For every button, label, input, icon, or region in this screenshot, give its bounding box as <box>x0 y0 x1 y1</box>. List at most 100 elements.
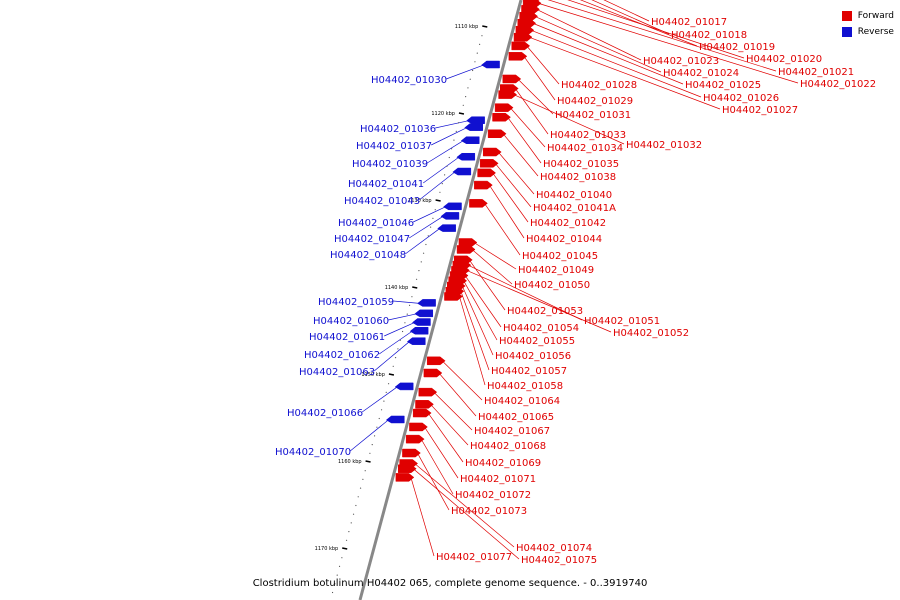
gene-label-H04402_01021: H04402_01021 <box>778 67 854 78</box>
minor-tick <box>364 470 366 472</box>
minor-tick <box>380 409 383 411</box>
gene-label-H04402_01043: H04402_01043 <box>344 196 420 207</box>
minor-tick <box>397 348 399 350</box>
gene-label-H04402_01019: H04402_01019 <box>699 42 775 53</box>
gene-label-H04402_01056: H04402_01056 <box>495 351 571 362</box>
gene-label-H04402_01062: H04402_01062 <box>304 350 380 361</box>
connector-H04402_01065 <box>438 372 477 417</box>
gene-H04402_01069 <box>412 408 432 418</box>
minor-tick <box>453 139 455 141</box>
connector-H04402_01051 <box>467 264 583 321</box>
gene-H04402_01036 <box>466 116 485 124</box>
connector-H04402_01034 <box>509 107 546 148</box>
gene-H04402_01065 <box>423 368 443 378</box>
minor-tick <box>387 383 390 385</box>
minor-tick <box>362 478 364 480</box>
gene-H04402_01044 <box>474 180 493 190</box>
gene-H04402_01070 <box>385 415 405 424</box>
gene-label-H04402_01051: H04402_01051 <box>584 316 660 327</box>
minor-tick <box>376 426 378 428</box>
gene-label-H04402_01055: H04402_01055 <box>499 336 575 347</box>
gene-H04402_01045 <box>469 199 488 208</box>
connector-H04402_01027 <box>528 36 721 110</box>
gene-label-H04402_01077: H04402_01077 <box>436 552 512 563</box>
minor-tick <box>341 557 343 559</box>
gene-H04402_01026 <box>515 25 535 35</box>
minor-tick <box>420 261 422 263</box>
gene-H04402_01031 <box>502 74 522 84</box>
gene-label-H04402_01072: H04402_01072 <box>455 490 531 501</box>
minor-tick <box>399 339 401 341</box>
gene-label-H04402_01039: H04402_01039 <box>352 159 428 170</box>
minor-tick <box>418 270 420 272</box>
connector-H04402_01045 <box>484 203 521 256</box>
connector-H04402_01020 <box>567 0 745 59</box>
connector-H04402_01056 <box>461 285 494 356</box>
gene-label-H04402_01071: H04402_01071 <box>460 474 536 485</box>
gene-label-H04402_01025: H04402_01025 <box>685 80 761 91</box>
connector-H04402_01026 <box>530 29 702 98</box>
connector-H04402_01046 <box>413 206 446 223</box>
tick-label-1: 1120 kbp <box>431 111 455 117</box>
gene-label-H04402_01033: H04402_01033 <box>550 130 626 141</box>
gene-label-H04402_01058: H04402_01058 <box>487 381 563 392</box>
connector-H04402_01070 <box>349 419 389 452</box>
connector-H04402_01035 <box>507 117 542 164</box>
connector-H04402_01029 <box>523 56 556 101</box>
gene-label-H04402_01069: H04402_01069 <box>465 458 541 469</box>
gene-label-H04402_01064: H04402_01064 <box>484 396 560 407</box>
connector-H04402_01041A <box>494 163 532 208</box>
gene-H04402_01068 <box>415 400 434 409</box>
gene-label-H04402_01050: H04402_01050 <box>514 280 590 291</box>
tick-label-3: 1140 kbp <box>385 285 409 291</box>
minor-tick <box>392 365 394 367</box>
gene-label-H04402_01065: H04402_01065 <box>478 412 554 423</box>
minor-tick <box>476 52 478 54</box>
gene-label-H04402_01027: H04402_01027 <box>722 105 798 116</box>
minor-tick <box>455 130 457 132</box>
minor-tick <box>369 452 371 454</box>
minor-tick <box>408 304 411 306</box>
gene-label-H04402_01046: H04402_01046 <box>338 218 414 229</box>
gene-label-H04402_01022: H04402_01022 <box>800 79 876 90</box>
gene-H04402_01066 <box>394 382 414 391</box>
gene-label-H04402_01035: H04402_01035 <box>543 159 619 170</box>
minor-tick <box>446 165 448 167</box>
minor-tick <box>334 583 336 585</box>
gene-label-H04402_01057: H04402_01057 <box>491 366 567 377</box>
gene-H04402_01046 <box>443 202 462 211</box>
minor-tick <box>462 104 464 106</box>
minor-tick <box>441 183 443 185</box>
minor-tick <box>451 148 453 150</box>
tick-label-5: 1160 kbp <box>338 459 362 465</box>
connector-H04402_01043 <box>418 171 456 201</box>
minor-tick <box>415 278 418 280</box>
gene-label-H04402_01030: H04402_01030 <box>371 75 447 86</box>
gene-label-H04402_01066: H04402_01066 <box>287 408 363 419</box>
minor-tick <box>331 591 334 594</box>
connector-H04402_01077 <box>410 477 435 557</box>
minor-tick <box>345 539 348 541</box>
connector-H04402_01024 <box>534 15 662 73</box>
connector-H04402_01031 <box>517 78 554 115</box>
connector-H04402_01041 <box>422 156 460 184</box>
minor-tick <box>359 487 362 489</box>
gene-H04402_01024 <box>519 12 539 21</box>
gene-labels: H04402_01017H04402_01018H04402_01019H044… <box>275 17 876 566</box>
minor-tick <box>469 78 471 80</box>
gene-H04402_01047 <box>440 212 460 220</box>
gene-H04402_01072 <box>405 434 425 444</box>
gene-label-H04402_01048: H04402_01048 <box>330 250 406 261</box>
connector-H04402_01057 <box>460 291 490 371</box>
connector-H04402_01074 <box>414 463 515 548</box>
connector-H04402_01037 <box>431 127 467 146</box>
tick-label-4: 1150 kbp <box>361 372 385 378</box>
tick-label-0: 1110 kbp <box>455 24 479 30</box>
connector-H04402_01017 <box>603 0 650 22</box>
minor-tick <box>355 504 357 507</box>
legend-reverse-swatch <box>841 27 852 37</box>
gene-H04402_01029 <box>508 52 528 61</box>
connector-H04402_01019 <box>579 0 698 47</box>
connector-H04402_01063 <box>373 341 410 372</box>
tick-mark-2 <box>435 199 441 202</box>
